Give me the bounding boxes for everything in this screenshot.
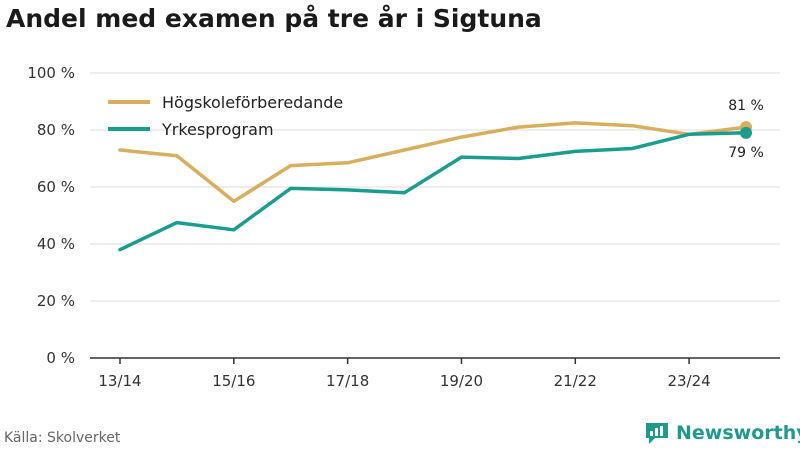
end-labels: 81 % 79 % [728,98,764,161]
y-tick-label: 20 % [37,292,75,310]
gridlines [90,72,780,302]
brand-name: Newsworthy [676,422,800,444]
x-tick-label: 15/16 [212,372,255,390]
series-line-2 [118,131,748,252]
source-note: Källa: Skolverket [4,430,121,446]
y-tick-label: 60 % [37,178,75,196]
y-tick-label: 80 % [37,121,75,139]
y-tick-label: 40 % [37,235,75,253]
y-tick-label: 0 % [46,349,75,367]
newsworthy-logo-icon [646,423,668,444]
x-tick-label: 23/24 [667,372,710,390]
series-line-1 [118,121,748,204]
legend-label: Högskoleförberedande [162,93,343,112]
x-tick-label: 21/22 [554,372,597,390]
brand-logo: Newsworthy [644,421,800,445]
x-tick-label: 17/18 [326,372,369,390]
x-tick-label: 19/20 [440,372,483,390]
chart-title: Andel med examen på tre år i Sigtuna [6,4,542,33]
series-end-point-2 [740,126,752,139]
end-label-series-2: 79 % [728,145,764,161]
x-tick-label: 13/14 [98,372,141,390]
x-axis: 13/14 15/16 17/18 19/20 21/22 23/24 [90,357,780,390]
end-label-series-1: 81 % [728,98,764,114]
legend: Högskoleförberedande Yrkesprogram [108,93,343,139]
legend-label: Yrkesprogram [161,120,274,139]
y-axis: 0 % 20 % 40 % 60 % 80 % 100 % [27,64,75,367]
plot-area [118,121,752,252]
y-tick-label: 100 % [27,64,75,82]
